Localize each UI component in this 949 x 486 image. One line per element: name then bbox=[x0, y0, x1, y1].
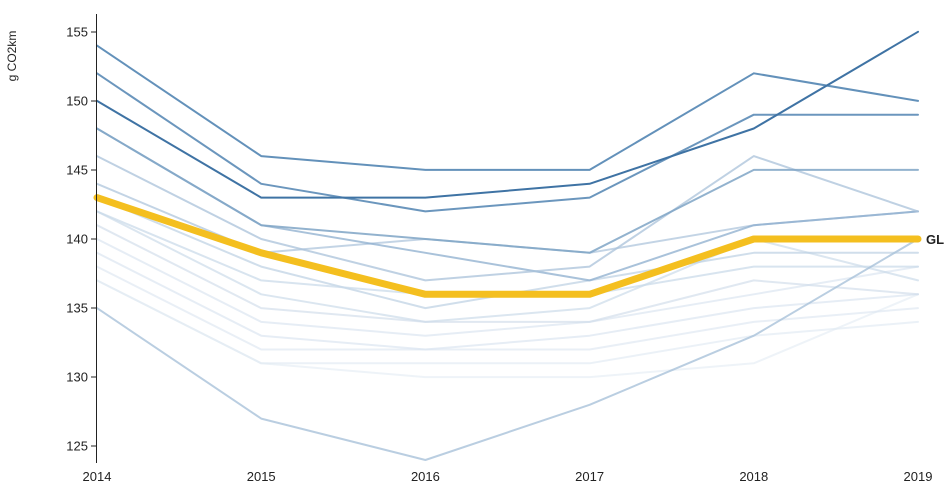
y-tick-label: 130 bbox=[66, 370, 88, 385]
x-tick-label: 2019 bbox=[904, 469, 933, 484]
series-layer: GL bbox=[97, 32, 944, 460]
x-tick-label: 2015 bbox=[247, 469, 276, 484]
series-line-5 bbox=[97, 156, 918, 280]
series-line-13 bbox=[97, 267, 918, 350]
y-axis-label: g CO2km bbox=[5, 31, 19, 82]
x-tick-label: 2014 bbox=[83, 469, 112, 484]
axis-layer: 125 130 135 140 145 150 155 2014 2015 2016 2017 201… bbox=[66, 14, 932, 484]
series-label-gl: GL bbox=[926, 232, 944, 247]
y-tick-label: 155 bbox=[66, 24, 88, 39]
y-tick-label: 135 bbox=[66, 301, 88, 316]
series-line-0 bbox=[97, 46, 918, 170]
y-tick-label: 140 bbox=[66, 232, 88, 247]
y-tick-label: 145 bbox=[66, 162, 88, 177]
y-tick-label: 150 bbox=[66, 93, 88, 108]
x-tick-label: 2018 bbox=[739, 469, 768, 484]
x-tick-label: 2017 bbox=[575, 469, 604, 484]
y-tick-label: 125 bbox=[66, 439, 88, 454]
x-tick-label: 2016 bbox=[411, 469, 440, 484]
